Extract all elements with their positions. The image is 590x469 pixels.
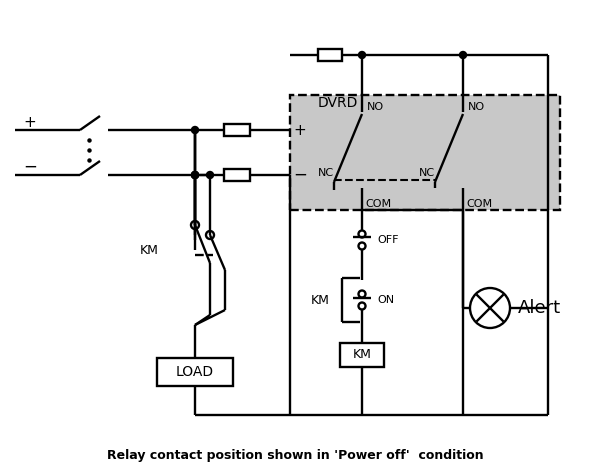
Text: NC: NC xyxy=(419,168,435,178)
Bar xyxy=(224,124,250,136)
Text: −: − xyxy=(293,166,307,184)
Text: KM: KM xyxy=(311,294,330,307)
Text: NO: NO xyxy=(367,102,384,112)
Text: NC: NC xyxy=(318,168,334,178)
Circle shape xyxy=(192,172,198,179)
Text: ON: ON xyxy=(377,295,394,305)
Text: DVRD: DVRD xyxy=(318,96,358,110)
Circle shape xyxy=(359,52,365,59)
Text: NO: NO xyxy=(468,102,485,112)
Text: OFF: OFF xyxy=(377,235,398,245)
Text: KM: KM xyxy=(140,243,159,257)
Text: KM: KM xyxy=(353,348,372,362)
Circle shape xyxy=(460,52,467,59)
Circle shape xyxy=(192,127,198,134)
Text: LOAD: LOAD xyxy=(176,365,214,379)
Text: +: + xyxy=(294,122,306,137)
Text: Alert: Alert xyxy=(518,299,561,317)
Bar xyxy=(224,169,250,181)
Circle shape xyxy=(192,172,198,179)
Text: COM: COM xyxy=(466,199,492,209)
Bar xyxy=(157,358,233,386)
Bar xyxy=(290,95,560,210)
Circle shape xyxy=(192,172,198,179)
Bar xyxy=(340,343,384,367)
Text: +: + xyxy=(24,114,37,129)
Text: −: − xyxy=(23,158,37,176)
Bar xyxy=(318,49,342,61)
Text: Relay contact position shown in 'Power off'  condition: Relay contact position shown in 'Power o… xyxy=(107,448,483,461)
Text: COM: COM xyxy=(365,199,391,209)
Circle shape xyxy=(206,172,214,179)
